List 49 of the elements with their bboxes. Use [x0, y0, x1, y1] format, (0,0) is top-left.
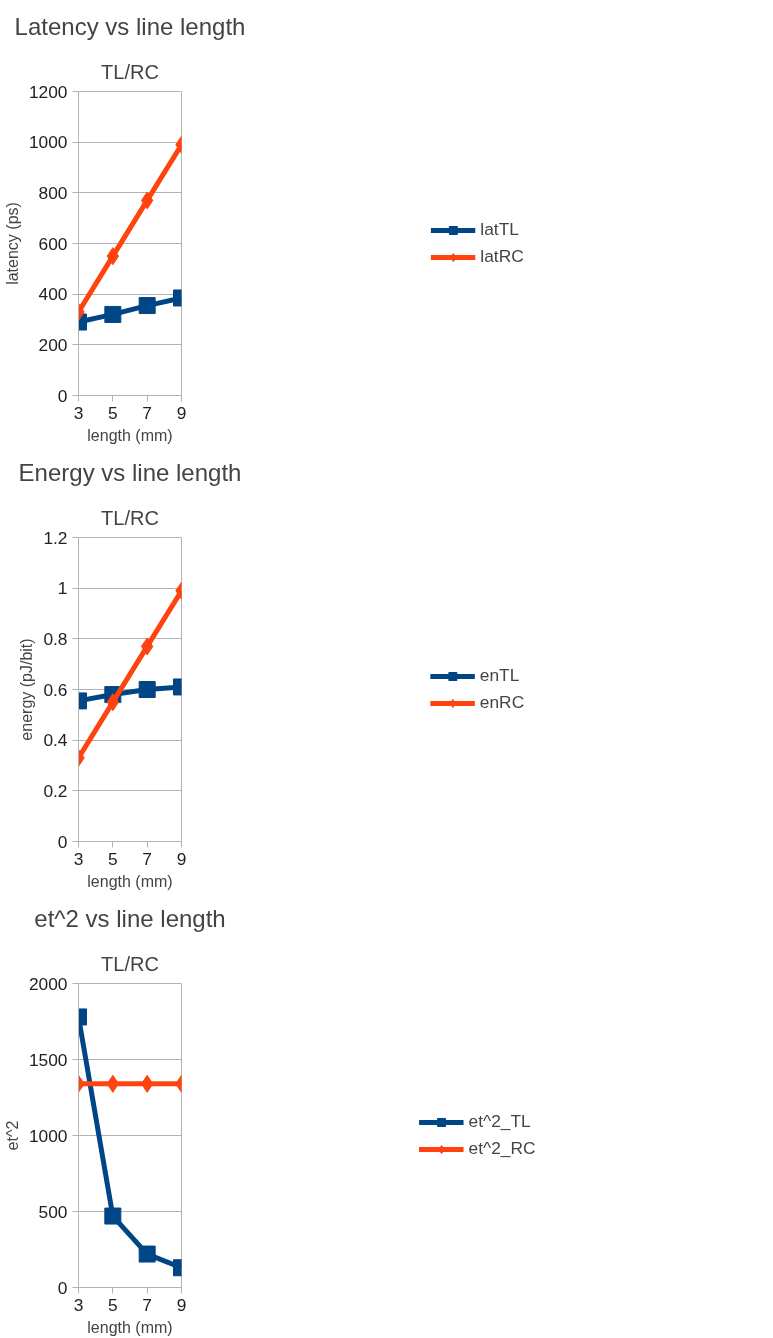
- x-tick-label: 7: [142, 402, 152, 423]
- y-tick-label: 0: [57, 831, 68, 852]
- y-tick-label: 1500: [28, 1049, 68, 1070]
- chart-title: et^2 vs line length: [34, 904, 226, 932]
- chart-subtitle: TL/RC: [101, 60, 159, 83]
- y-tick-label: 500: [38, 1201, 68, 1222]
- y-tick-label: 1000: [28, 1125, 68, 1146]
- x-tick-label: 5: [108, 402, 118, 423]
- x-tick-label: 9: [176, 402, 187, 423]
- y-tick-label: 0: [57, 385, 68, 406]
- chart-title: Energy vs line length: [18, 458, 242, 486]
- x-axis-title: length (mm): [87, 426, 173, 444]
- x-tick-label: 5: [108, 1294, 118, 1315]
- y-tick-label: 0.8: [43, 628, 68, 649]
- legend-label: enTL: [479, 665, 520, 686]
- legend-label: enRC: [479, 692, 525, 713]
- x-axis-title: length (mm): [87, 1318, 173, 1336]
- chart-title: Latency vs line length: [14, 12, 246, 40]
- x-tick-label: 9: [176, 848, 187, 869]
- x-axis-title: length (mm): [87, 872, 173, 890]
- y-tick-label: 1200: [28, 81, 68, 102]
- y-axis-title: et^2: [3, 1120, 21, 1151]
- y-tick-label: 600: [38, 233, 68, 254]
- y-tick-label: 400: [38, 284, 68, 305]
- y-axis-title: energy (pJ/bit): [18, 638, 36, 741]
- y-tick-label: 0.2: [43, 780, 68, 801]
- y-tick-label: 0.4: [43, 730, 68, 751]
- legend-label: latRC: [480, 246, 524, 267]
- x-tick-label: 5: [108, 848, 118, 869]
- y-tick-label: 1: [57, 578, 68, 599]
- y-tick-label: 200: [38, 334, 68, 355]
- y-axis-title: latency (ps): [3, 202, 21, 285]
- x-tick-label: 7: [142, 848, 152, 869]
- legend-label: et^2_TL: [468, 1111, 531, 1132]
- x-tick-label: 7: [142, 1294, 152, 1315]
- y-tick-label: 1000: [28, 132, 68, 153]
- y-tick-label: 0: [57, 1277, 68, 1298]
- y-tick-label: 800: [38, 182, 68, 203]
- x-tick-label: 9: [176, 1294, 187, 1315]
- y-tick-label: 0.6: [43, 679, 68, 700]
- x-tick-label: 3: [73, 848, 84, 869]
- chart-subtitle: TL/RC: [101, 506, 159, 529]
- y-tick-label: 2000: [28, 973, 68, 994]
- y-tick-label: 1.2: [43, 527, 68, 548]
- x-tick-label: 3: [73, 402, 84, 423]
- chart-subtitle: TL/RC: [101, 952, 159, 975]
- legend-label: latTL: [480, 219, 519, 240]
- x-tick-label: 3: [73, 1294, 84, 1315]
- legend-label: et^2_RC: [468, 1138, 536, 1159]
